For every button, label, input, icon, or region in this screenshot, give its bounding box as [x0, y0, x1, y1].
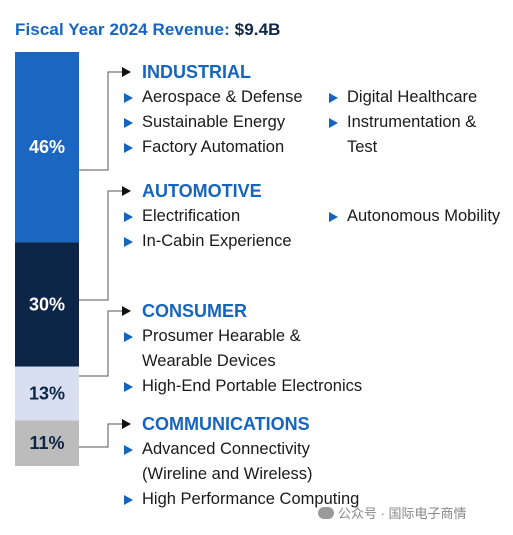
- connector-line-consumer: [79, 310, 122, 377]
- bar-segment-consumer: [15, 366, 79, 421]
- list-item: In-Cabin Experience: [124, 229, 292, 254]
- list-item: Advanced Connectivity (Wireline and Wire…: [124, 437, 313, 487]
- segment-value-label-communications: 11%: [29, 433, 64, 453]
- chart-title: Fiscal Year 2024 Revenue: $9.4B: [15, 20, 281, 40]
- segment-value-label-industrial: 46%: [29, 137, 65, 157]
- connector-line-automotive: [79, 190, 122, 301]
- list-item: Aerospace & Defense: [124, 85, 303, 110]
- list-item: Autonomous Mobility: [329, 204, 500, 229]
- triangle-bullet-icon: [124, 237, 133, 247]
- list-item: Electrification: [124, 204, 240, 229]
- category-title-industrial: INDUSTRIAL: [142, 62, 251, 82]
- list-item: High-End Portable Electronics: [124, 374, 362, 399]
- triangle-bullet-icon: [124, 212, 133, 222]
- triangle-bullet-icon: [124, 382, 133, 392]
- list-item: Factory Automation: [124, 135, 284, 160]
- segment-value-label-consumer: 13%: [29, 384, 65, 404]
- bar-segment-communications: [15, 420, 79, 466]
- triangle-bullet-icon: [124, 118, 133, 128]
- list-item: Sustainable Energy: [124, 110, 285, 135]
- connector-line-industrial: [79, 71, 122, 171]
- wechat-icon: [318, 507, 334, 519]
- category-title-consumer: CONSUMER: [142, 301, 248, 321]
- title-value: $9.4B: [234, 20, 281, 39]
- triangle-bullet-icon: [124, 495, 133, 505]
- list-item: High Performance Computing: [124, 487, 359, 512]
- arrowhead-icon: [122, 67, 131, 77]
- list-item: Digital Healthcare: [329, 85, 477, 110]
- triangle-bullet-icon: [329, 93, 338, 103]
- triangle-bullet-icon: [124, 445, 133, 455]
- triangle-bullet-icon: [329, 118, 338, 128]
- title-prefix: Fiscal Year 2024 Revenue:: [15, 20, 230, 39]
- arrowhead-icon: [122, 419, 131, 429]
- bar-segment-automotive: [15, 242, 79, 367]
- connector-line-communications: [79, 423, 122, 448]
- bar-segment-industrial: [15, 52, 79, 243]
- arrowhead-icon: [122, 306, 131, 316]
- watermark: 公众号 · 国际电子商情: [318, 503, 467, 522]
- list-item: Instrumentation & Test: [329, 110, 476, 160]
- triangle-bullet-icon: [124, 332, 133, 342]
- triangle-bullet-icon: [329, 212, 338, 222]
- arrowhead-icon: [122, 186, 131, 196]
- list-item: Prosumer Hearable & Wearable Devices: [124, 324, 301, 374]
- category-title-communications: COMMUNICATIONS: [142, 414, 310, 434]
- segment-value-label-automotive: 30%: [29, 295, 65, 315]
- triangle-bullet-icon: [124, 93, 133, 103]
- category-title-automotive: AUTOMOTIVE: [142, 181, 262, 201]
- triangle-bullet-icon: [124, 143, 133, 153]
